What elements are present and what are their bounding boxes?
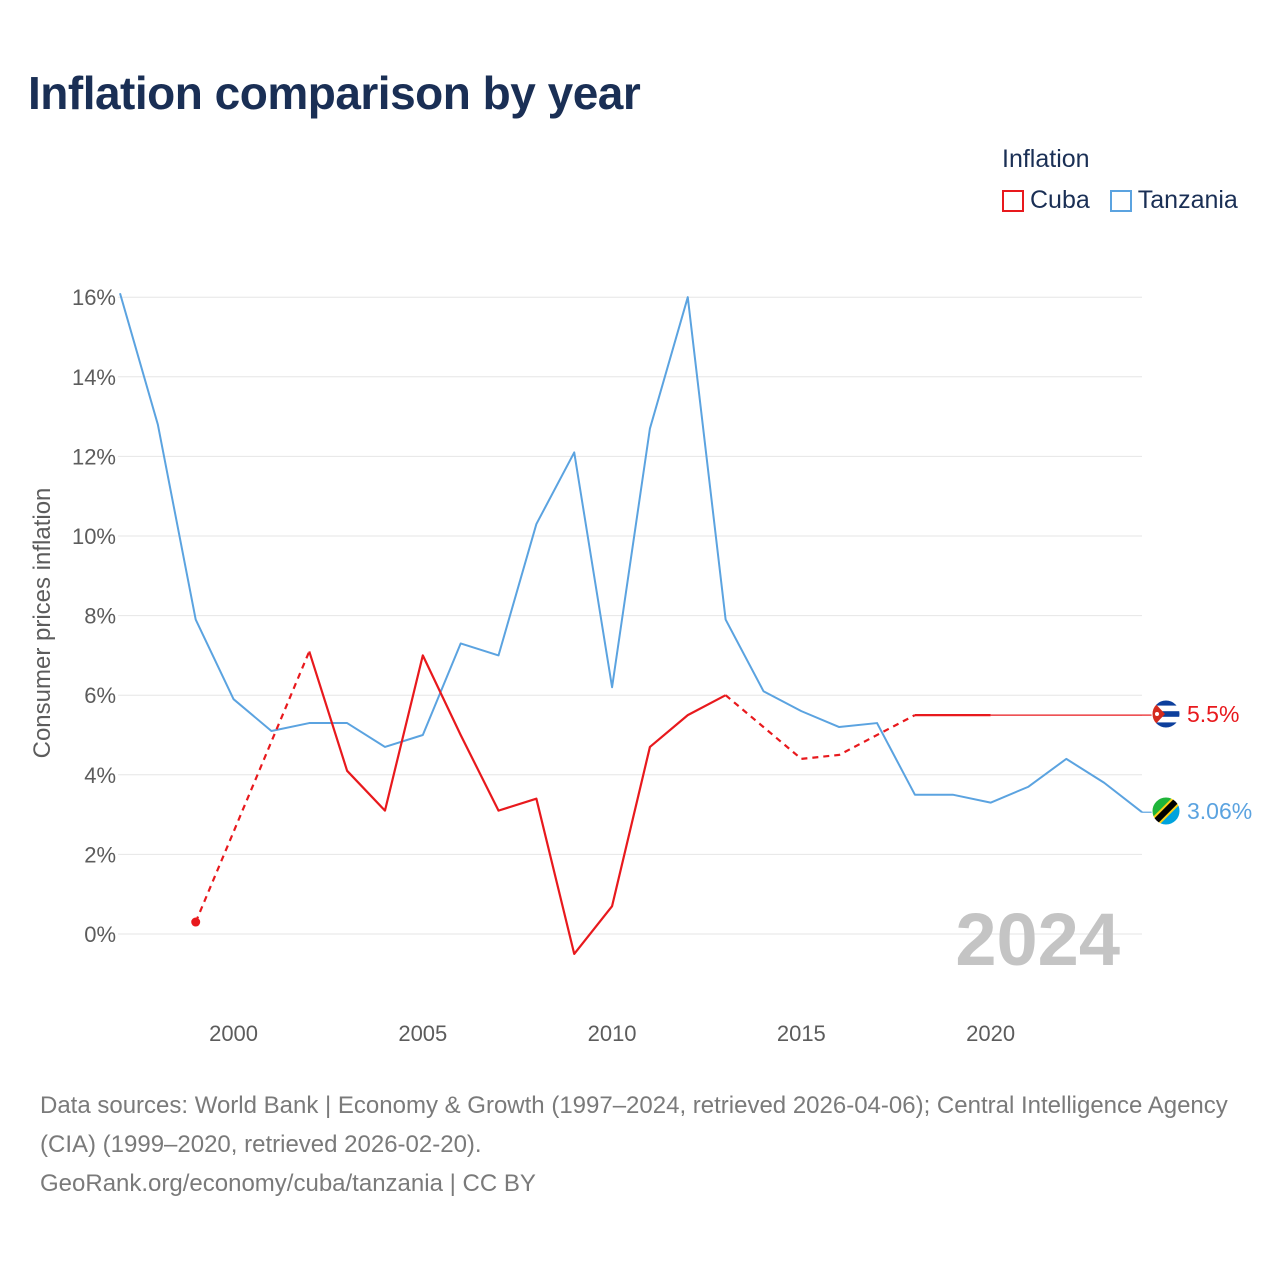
y-axis-label: Consumer prices inflation: [29, 488, 56, 759]
y-tick-4: 4%: [84, 763, 116, 788]
line-chart: 0%2%4%6%8%10%12%14%16% 2000 2005 2010 2015 2…: [29, 285, 1252, 1046]
series-line-cuba-dashed-1999: [194, 650, 311, 923]
y-tick-14: 14%: [72, 365, 116, 390]
current-year-label: 2024: [955, 898, 1120, 981]
series-line-cuba-dashed-2013: [724, 694, 916, 760]
y-axis-ticks: 0% 2% 4% 6% 8% 10% 12% 14% 16%: [72, 285, 116, 947]
source-link[interactable]: GeoRank.org/economy/cuba/tanzania | CC B…: [40, 1170, 536, 1197]
legend-item-tanzania[interactable]: Tanzania: [1109, 186, 1238, 215]
y-tick-0: 0%: [84, 922, 116, 947]
series-line-tanzania: [119, 292, 1143, 814]
legend-item-cuba[interactable]: Cuba: [1002, 186, 1090, 215]
legend-swatch-cuba: [1002, 189, 1024, 212]
grid-lines: [118, 296, 1142, 935]
footer: Data sources: World Bank | Economy & Gro…: [40, 1086, 1240, 1203]
y-tick-12: 12%: [72, 444, 116, 469]
x-tick-2010: 2010: [588, 1021, 637, 1046]
chart-title: Inflation comparison by year: [28, 67, 641, 119]
series-line-cuba-solid-2002: [308, 651, 727, 956]
y-tick-6: 6%: [84, 683, 116, 708]
cuba-flag-icon: [1151, 699, 1181, 729]
legend: Cuba Tanzania: [1002, 186, 1258, 215]
y-tick-10: 10%: [72, 524, 116, 549]
legend-swatch-tanzania: [1109, 189, 1132, 212]
x-tick-2020: 2020: [966, 1021, 1015, 1046]
cuba-end-label: 5.5%: [1187, 701, 1239, 727]
legend-label-tanzania: Tanzania: [1137, 186, 1238, 214]
tanzania-end-label: 3.06%: [1187, 798, 1252, 824]
data-sources: Data sources: World Bank | Economy & Gro…: [40, 1092, 1228, 1158]
y-tick-8: 8%: [84, 604, 116, 629]
x-tick-2005: 2005: [398, 1021, 447, 1046]
legend-title: Inflation: [1002, 145, 1090, 173]
y-tick-16: 16%: [72, 285, 116, 310]
x-tick-2015: 2015: [777, 1021, 826, 1046]
legend-label-cuba: Cuba: [1030, 186, 1090, 214]
x-tick-2000: 2000: [209, 1021, 258, 1046]
y-tick-2: 2%: [84, 842, 116, 867]
series-layer: [119, 292, 1152, 956]
x-axis-ticks: 2000 2005 2010 2015 2020: [209, 1021, 1015, 1046]
cuba-start-point: [191, 917, 201, 927]
tanzania-flag-icon: [1151, 796, 1181, 826]
